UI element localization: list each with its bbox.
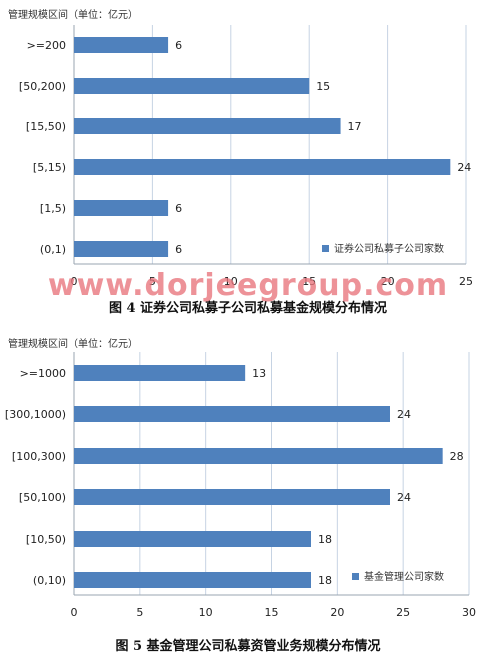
- legend-swatch: [352, 573, 359, 580]
- legend-label: 证券公司私募子公司家数: [334, 242, 444, 255]
- x-tick-label: 15: [302, 275, 316, 288]
- value-label: 13: [252, 367, 266, 380]
- category-label: [300,1000): [5, 408, 66, 421]
- bar: [74, 37, 169, 53]
- category-label: [50,100): [19, 491, 66, 504]
- category-label: >=1000: [20, 367, 66, 380]
- value-label: 17: [348, 120, 362, 133]
- value-label: 18: [318, 533, 332, 546]
- chart-securities-private-funds: 管理规模区间（单位：亿元） 0 5 10 15 20 25 >=200 6 [50,200) 15 […: [8, 8, 473, 316]
- bar: [74, 531, 311, 547]
- category-label: [1,5): [40, 202, 66, 215]
- value-label: 6: [175, 202, 182, 215]
- watermark-text: www.dorjeegroup.com: [48, 268, 448, 303]
- x-tick-label: 25: [459, 275, 473, 288]
- bar: [74, 118, 341, 134]
- chart-fund-management-private-assets: 管理规模区间（单位：亿元） 0 5 10 15 20 25 30 >=1000 13 [300,10…: [5, 337, 476, 654]
- bar: [74, 406, 390, 422]
- x-tick-label: 25: [396, 606, 410, 619]
- category-label: >=200: [27, 39, 66, 52]
- value-label: 18: [318, 574, 332, 587]
- legend-swatch: [322, 245, 329, 252]
- value-label: 15: [316, 80, 330, 93]
- bar: [74, 489, 390, 505]
- category-label: [5,15): [33, 161, 66, 174]
- x-tick-label: 15: [265, 606, 279, 619]
- x-tick-label: 0: [71, 275, 78, 288]
- x-tick-label: 10: [224, 275, 238, 288]
- bar: [74, 448, 443, 464]
- unit-label: 管理规模区间（单位：亿元）: [8, 337, 138, 350]
- category-label: [15,50): [26, 120, 66, 133]
- figure-caption: 图 4 证券公司私募子公司私募基金规模分布情况: [109, 300, 387, 316]
- category-label: (0,10): [33, 574, 66, 587]
- value-label: 6: [175, 39, 182, 52]
- bar: [74, 78, 310, 94]
- x-tick-label: 20: [381, 275, 395, 288]
- unit-label: 管理规模区间（单位：亿元）: [8, 8, 138, 21]
- value-label: 28: [450, 450, 464, 463]
- value-label: 24: [457, 161, 471, 174]
- x-tick-label: 5: [136, 606, 143, 619]
- bar: [74, 200, 169, 216]
- bar: [74, 241, 169, 257]
- category-label: [10,50): [26, 533, 66, 546]
- x-tick-label: 5: [149, 275, 156, 288]
- bar: [74, 159, 451, 175]
- x-tick-label: 20: [330, 606, 344, 619]
- value-label: 24: [397, 408, 411, 421]
- value-label: 6: [175, 243, 182, 256]
- x-tick-label: 30: [462, 606, 476, 619]
- x-tick-label: 10: [199, 606, 213, 619]
- x-tick-label: 0: [71, 606, 78, 619]
- category-label: [100,300): [12, 450, 66, 463]
- legend-label: 基金管理公司家数: [364, 570, 444, 583]
- category-label: [50,200): [19, 80, 66, 93]
- bar: [74, 572, 311, 588]
- value-label: 24: [397, 491, 411, 504]
- category-label: (0,1): [40, 243, 66, 256]
- bar: [74, 365, 246, 381]
- figure-caption: 图 5 基金管理公司私募资管业务规模分布情况: [115, 638, 380, 654]
